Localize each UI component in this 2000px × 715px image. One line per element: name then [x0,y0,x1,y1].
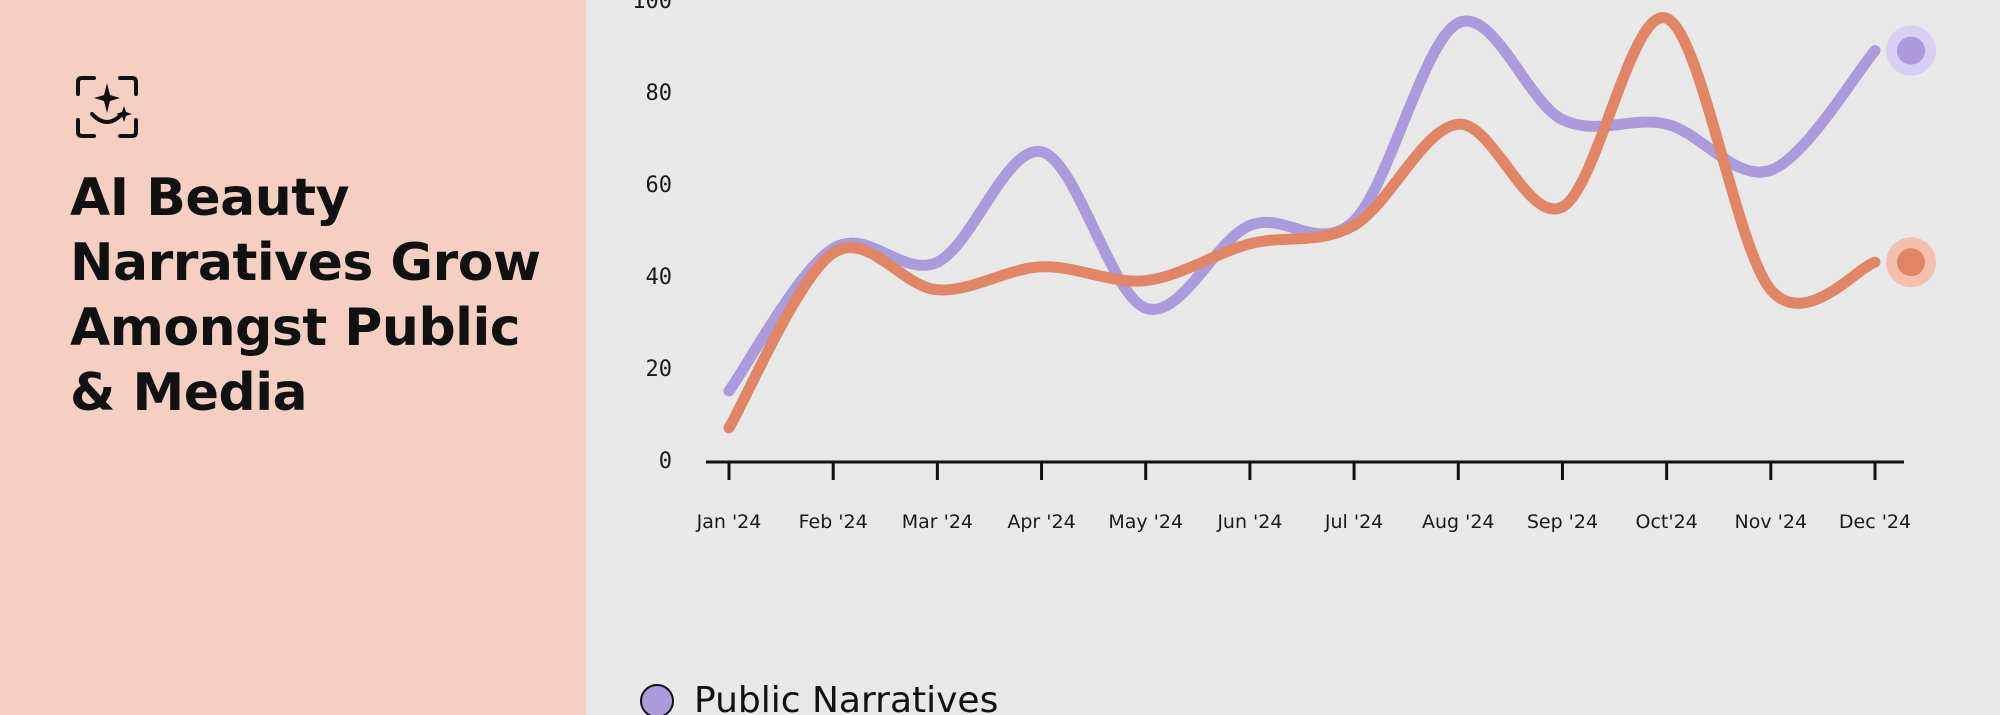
x-tick-label: Jun '24 [1216,511,1282,533]
left-panel: AI Beauty Narratives Grow Amongst Public… [0,0,586,715]
x-tick-label: Oct'24 [1636,511,1698,533]
x-tick-label: Aug '24 [1422,511,1495,533]
x-tick-label: Nov '24 [1735,511,1808,533]
y-tick-label: 60 [646,173,673,198]
x-tick-label: Dec '24 [1839,511,1911,533]
y-tick-label: 40 [646,265,673,290]
sparkle-face-scan-icon [76,76,138,138]
legend-label-public-narratives: Public Narratives [694,680,999,715]
legend: Public Narratives [640,680,998,715]
legend-swatch-public-narratives [640,683,674,715]
y-tick-label: 0 [659,449,672,474]
page-title: AI Beauty Narratives Grow Amongst Public… [70,168,541,423]
series-end-points [1886,25,1936,288]
x-tick-label: Mar '24 [902,511,973,533]
x-tick-label: Jul '24 [1324,511,1383,533]
y-tick-label: 80 [646,81,673,106]
x-axis: Jan '24 Feb '24 Mar '24 Apr '24 May '24 Jun '… [696,460,1911,533]
x-tick-label: Jan '24 [696,511,762,533]
x-tick-label: Feb '24 [799,511,868,533]
series-end-point-1 [1897,248,1925,277]
y-tick-label: 100 [632,0,672,14]
series-line-1 [723,12,1881,434]
y-axis-ticks: 0 20 40 60 80 100 [632,0,672,474]
x-tick-label: Apr '24 [1007,511,1075,533]
x-tick-label: May '24 [1108,511,1183,533]
series-end-point-0 [1897,36,1925,65]
series-line-0 [723,15,1881,397]
x-tick-label: Sep '24 [1527,511,1598,533]
y-tick-label: 20 [646,357,673,382]
series-lines [723,12,1881,434]
chart-panel [586,0,2000,715]
